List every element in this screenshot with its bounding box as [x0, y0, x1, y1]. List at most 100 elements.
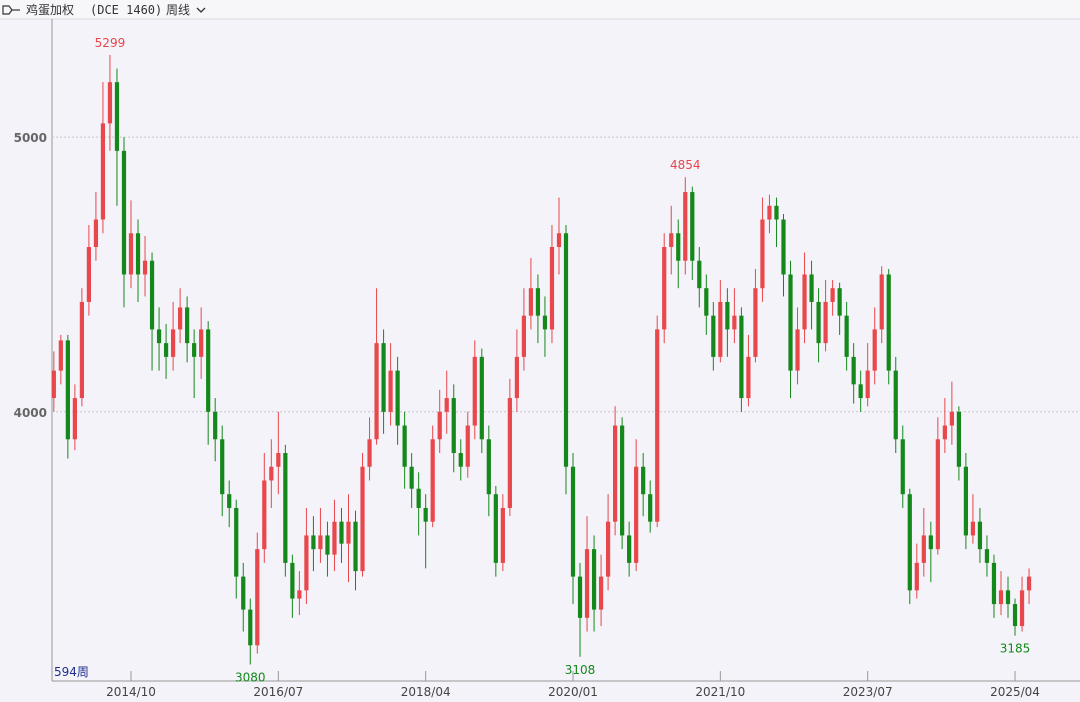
link-icon[interactable] — [2, 5, 20, 15]
candle-body — [234, 507, 239, 577]
candle-body — [142, 260, 148, 275]
candle-body — [851, 356, 856, 385]
candle-body — [858, 384, 863, 399]
instrument-code: (DCE 1460) — [90, 3, 162, 17]
low-label: 3080 — [235, 671, 266, 685]
candle-body — [451, 398, 456, 454]
candle-body — [732, 315, 737, 330]
candle-body — [704, 288, 709, 316]
candle-body — [963, 466, 969, 536]
candle-body — [725, 301, 730, 330]
candle-body — [290, 562, 295, 599]
toolbar — [0, 0, 1080, 19]
candle-body — [837, 288, 842, 316]
candle-body — [241, 576, 246, 610]
candle-body — [844, 315, 849, 357]
candle-body — [367, 439, 372, 467]
candle-body — [949, 411, 954, 426]
candle-body — [493, 494, 498, 563]
candle-body — [753, 288, 758, 357]
candle-body — [93, 219, 99, 247]
candle-body — [297, 590, 302, 599]
candle-body — [1019, 590, 1025, 627]
candle-body — [598, 576, 604, 610]
candle-body — [760, 219, 765, 289]
candle-body — [444, 398, 449, 412]
candle-body — [690, 192, 695, 261]
candle-body — [711, 315, 716, 357]
candle-body — [500, 507, 505, 563]
candle-body — [121, 150, 127, 275]
dropdown-arrow[interactable] — [196, 7, 206, 13]
high-label: 4854 — [670, 158, 701, 172]
candle-body — [156, 329, 162, 344]
candle-body — [409, 466, 414, 489]
candle-body — [79, 301, 84, 399]
candle-body — [556, 233, 562, 247]
bar-count: 594周 — [54, 665, 89, 679]
candle-body — [795, 329, 800, 371]
candle-body — [662, 246, 667, 330]
candle-body — [802, 274, 807, 330]
candle-body — [577, 576, 583, 618]
icon-part — [2, 5, 13, 15]
candle-body — [170, 329, 176, 357]
candle-body — [304, 535, 309, 591]
candle-body — [865, 370, 870, 399]
candle-body — [339, 521, 344, 544]
instrument-title: 鸡蛋加权 — [26, 2, 74, 17]
low-label: 3185 — [1000, 642, 1031, 656]
candle-body — [767, 205, 772, 220]
candle-body — [669, 233, 674, 247]
candle-body — [823, 301, 828, 344]
candle-body — [591, 549, 597, 610]
candle-body — [676, 233, 681, 261]
candle-body — [528, 288, 534, 316]
candle-body — [360, 466, 365, 572]
candle-body — [416, 488, 421, 508]
period-selector[interactable]: 周线 — [166, 3, 190, 17]
candle-body — [542, 315, 548, 330]
candle-body — [402, 425, 407, 467]
candle-body — [921, 535, 926, 563]
candle-body — [192, 343, 197, 357]
candle-body — [977, 521, 983, 550]
candle-body — [830, 288, 835, 302]
candle-body — [507, 398, 512, 508]
candle-body — [739, 315, 744, 399]
candle-body — [634, 466, 639, 563]
candle-body — [521, 315, 527, 357]
x-tick-label: 2023/07 — [843, 685, 893, 699]
candle-body — [185, 307, 190, 344]
candle-body — [746, 356, 751, 399]
candle-body — [51, 370, 56, 399]
x-tick-label: 2018/04 — [401, 685, 451, 699]
candle-body — [114, 82, 120, 151]
candle-body — [479, 356, 484, 440]
candle-body — [907, 494, 912, 591]
candle-body — [781, 219, 786, 275]
low-label: 3108 — [565, 663, 596, 677]
candle-body — [199, 329, 204, 357]
candle-body — [584, 549, 590, 618]
candle-body — [255, 549, 260, 646]
candle-body — [928, 535, 933, 550]
candle-body — [374, 343, 379, 440]
candle-body — [655, 329, 660, 522]
candle-body — [213, 411, 218, 440]
x-tick-label: 2014/10 — [106, 685, 156, 699]
candle-body — [346, 521, 351, 544]
y-tick-label: 4000 — [14, 406, 47, 420]
candle-body — [984, 549, 990, 563]
candle-body — [269, 466, 274, 481]
candle-body — [486, 439, 491, 495]
candle-body — [220, 439, 225, 495]
candle-body — [100, 123, 106, 220]
candle-body — [956, 411, 961, 467]
candle-body — [107, 82, 113, 124]
candle-body — [914, 562, 919, 591]
candle-body — [311, 535, 316, 550]
candle-body — [942, 425, 947, 440]
candle-body — [458, 453, 463, 467]
